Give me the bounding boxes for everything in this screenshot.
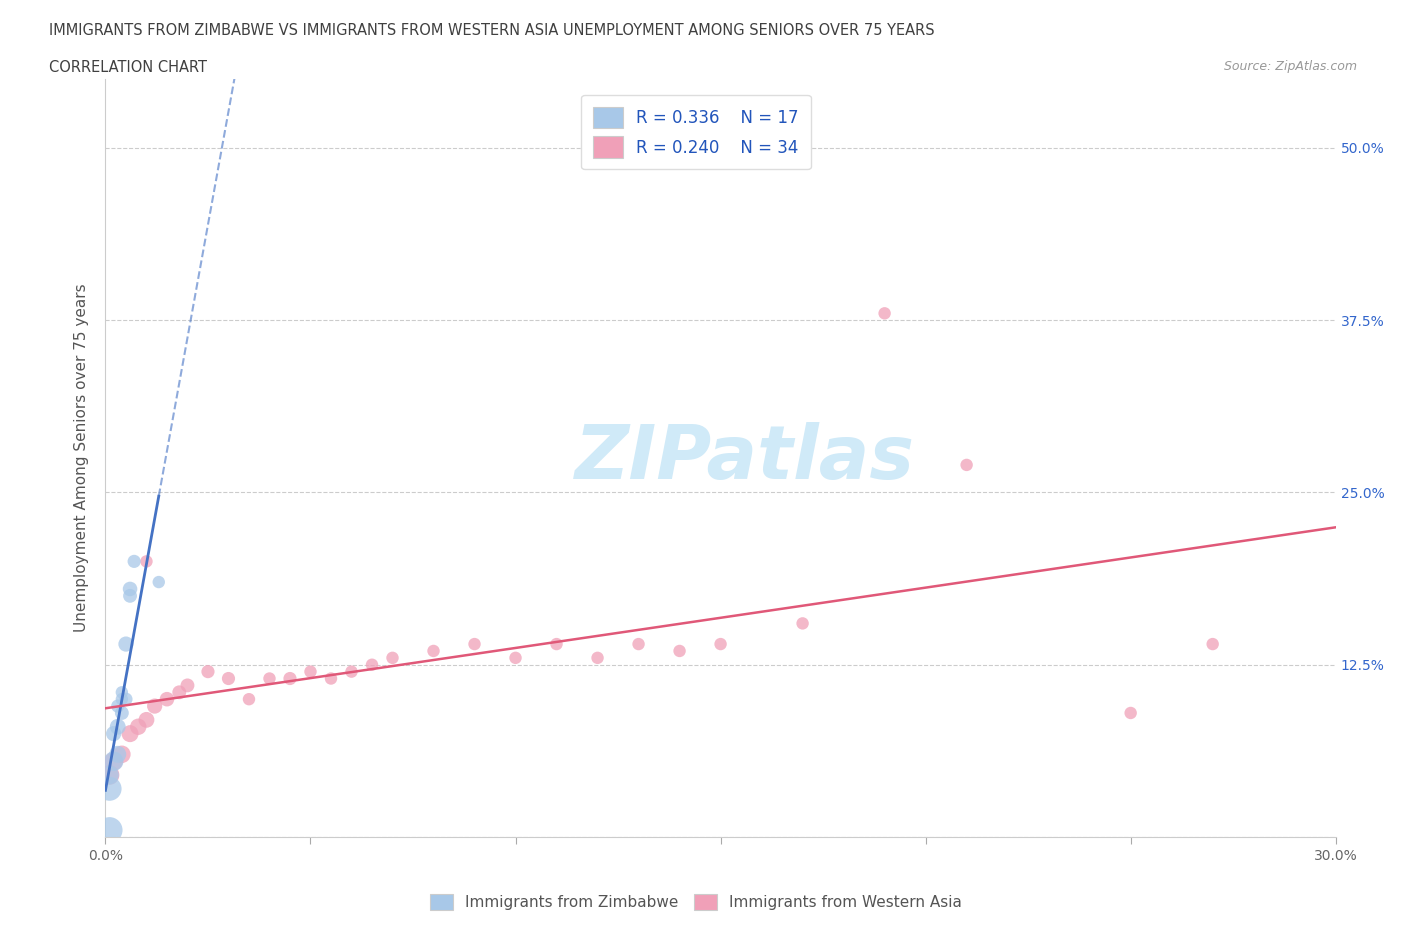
Point [98, 767, 121, 782]
Point [143, 698, 166, 713]
Point [120, 726, 141, 741]
Point [103, 753, 125, 768]
Point [319, 671, 342, 686]
Point [135, 712, 157, 727]
Point [586, 650, 609, 665]
Point [111, 692, 134, 707]
Point [98, 767, 121, 782]
Point [340, 664, 363, 679]
Point [98, 781, 121, 796]
Point [668, 644, 690, 658]
Point [107, 698, 129, 713]
Point [103, 753, 125, 768]
Text: ZIPatlas: ZIPatlas [575, 421, 915, 495]
Point [381, 650, 404, 665]
Text: IMMIGRANTS FROM ZIMBABWE VS IMMIGRANTS FROM WESTERN ASIA UNEMPLOYMENT AMONG SENI: IMMIGRANTS FROM ZIMBABWE VS IMMIGRANTS F… [49, 23, 935, 38]
Point [1202, 637, 1225, 652]
Point [111, 706, 134, 721]
Point [103, 726, 125, 741]
Point [107, 747, 129, 762]
Point [505, 650, 527, 665]
Point [956, 458, 979, 472]
Point [156, 692, 179, 707]
Point [111, 747, 134, 762]
Point [197, 664, 219, 679]
Point [792, 616, 814, 631]
Point [115, 692, 138, 707]
Point [361, 658, 384, 672]
Text: Source: ZipAtlas.com: Source: ZipAtlas.com [1223, 60, 1357, 73]
Point [1119, 706, 1142, 721]
Point [135, 554, 157, 569]
Legend: Immigrants from Zimbabwe, Immigrants from Western Asia: Immigrants from Zimbabwe, Immigrants fro… [425, 888, 967, 917]
Point [122, 554, 145, 569]
Point [299, 664, 322, 679]
Point [127, 719, 149, 734]
Point [111, 684, 134, 699]
Point [98, 823, 121, 838]
Point [169, 684, 191, 699]
Point [218, 671, 240, 686]
Point [120, 589, 141, 604]
Point [873, 306, 896, 321]
Point [546, 637, 568, 652]
Point [120, 581, 141, 596]
Point [710, 637, 733, 652]
Point [422, 644, 444, 658]
Point [107, 719, 129, 734]
Point [115, 637, 138, 652]
Y-axis label: Unemployment Among Seniors over 75 years: Unemployment Among Seniors over 75 years [75, 284, 90, 632]
Point [259, 671, 281, 686]
Point [627, 637, 650, 652]
Point [176, 678, 198, 693]
Point [238, 692, 260, 707]
Text: CORRELATION CHART: CORRELATION CHART [49, 60, 207, 75]
Point [278, 671, 301, 686]
Point [148, 575, 170, 590]
Point [464, 637, 486, 652]
